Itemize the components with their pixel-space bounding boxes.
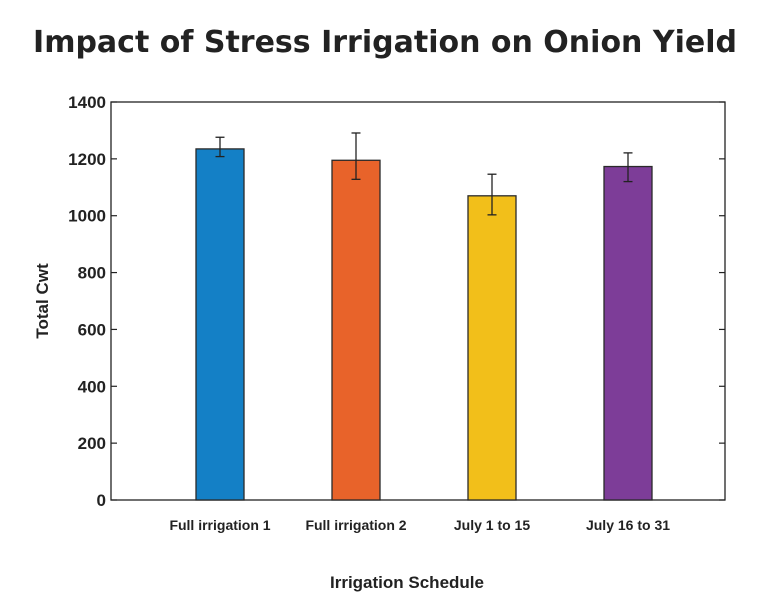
bar-4 [603,165,653,501]
y-tick-label: 1200 [68,150,106,169]
x-tick-label: Full irrigation 1 [169,517,270,533]
x-axis-label: Irrigation Schedule [330,573,484,592]
error-bar-3 [487,173,497,216]
error-bars [215,132,633,216]
y-axis: 0 200 400 600 800 1000 1200 1400 [68,93,725,510]
y-tick-label: 400 [78,377,106,396]
plot-frame [110,101,726,501]
y-tick-label: 800 [78,264,106,283]
y-tick-label: 0 [97,491,106,510]
error-bar-1 [215,136,225,158]
y-tick-label: 1000 [68,207,106,226]
error-bar-4 [623,152,633,183]
y-axis-label: Total Cwt [33,263,52,339]
x-axis: Full irrigation 1 Full irrigation 2 July 1… [169,517,670,533]
error-bar-2 [351,132,361,180]
chart-title: Impact of Stress Irrigation on Onion Yie… [33,25,737,60]
y-tick-label: 1400 [68,93,106,112]
x-tick-label: July 1 to 15 [454,517,530,533]
y-tick-label: 200 [78,434,106,453]
x-tick-label: July 16 to 31 [586,517,670,533]
x-tick-label: Full irrigation 2 [305,517,406,533]
bar-3 [467,195,517,501]
y-tick-label: 600 [78,320,106,339]
bars [195,148,653,501]
bar-2 [331,159,381,501]
bar-1 [195,148,245,501]
